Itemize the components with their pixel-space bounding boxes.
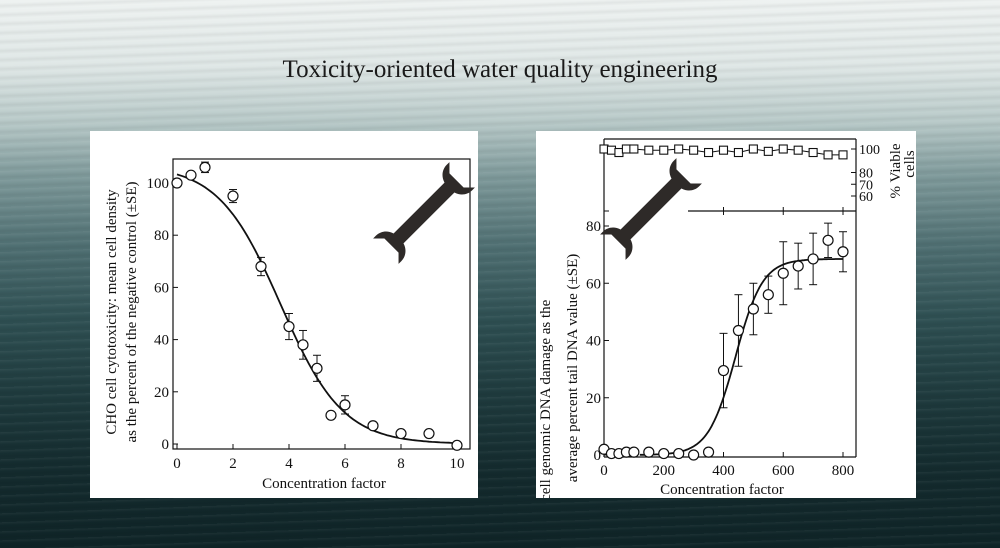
- x-tick-label: 10: [450, 456, 465, 472]
- y-tick-label: 100: [147, 176, 170, 192]
- x-tick-label: 800: [832, 463, 855, 479]
- y-tick-label: 40: [154, 333, 169, 349]
- viability-tick-label: 70: [859, 178, 873, 193]
- viability-point: [718, 145, 729, 155]
- data-point: [451, 439, 463, 451]
- y-tick-label: 80: [586, 219, 601, 235]
- viability-point: [733, 147, 743, 158]
- data-point: [628, 446, 640, 458]
- viability-point: [689, 145, 699, 155]
- viability-point: [599, 144, 609, 154]
- wrench-icon: [600, 158, 702, 260]
- dna-damage-chart-panel: 0 200 400 600 800 0 20 40 60 80 60 70 80 100 Concentr…: [536, 131, 916, 498]
- y-tick-label: 60: [154, 280, 169, 296]
- data-point: [311, 362, 323, 374]
- y-axis-label-line-2: as the percent of the negative control (…: [124, 181, 140, 442]
- data-point: [255, 260, 267, 273]
- data-point: [732, 324, 745, 337]
- y-tick-label: 80: [154, 228, 169, 244]
- viability-point: [808, 147, 818, 158]
- y-axis-label-line-2: average percent tail DNA value (±SE): [565, 254, 581, 483]
- data-point: [717, 364, 730, 377]
- data-point: [807, 253, 819, 265]
- viability-point: [621, 144, 631, 154]
- x-axis-label: Concentration factor: [262, 476, 386, 492]
- viability-tick-label: 60: [859, 190, 873, 205]
- y-tick-label: 0: [594, 448, 602, 464]
- data-point: [227, 190, 239, 202]
- data-point: [747, 303, 759, 315]
- data-point: [367, 420, 379, 432]
- data-point: [702, 446, 715, 458]
- viability-point: [614, 147, 624, 158]
- data-point: [185, 169, 197, 181]
- wrench-icon: [373, 162, 475, 264]
- data-point: [643, 446, 655, 458]
- data-point: [325, 409, 337, 421]
- viability-tick-label: 100: [859, 143, 880, 158]
- x-tick-label: 4: [285, 456, 293, 472]
- x-tick-label: 8: [397, 456, 405, 472]
- viability-point: [778, 144, 788, 154]
- viability-point: [644, 145, 654, 155]
- viability-point: [606, 145, 617, 155]
- data-point: [395, 427, 407, 440]
- x-axis-label: Concentration factor: [660, 482, 784, 498]
- y-tick-label: 20: [154, 385, 169, 401]
- data-point: [673, 447, 685, 460]
- viability-point: [823, 150, 833, 160]
- data-point: [822, 234, 834, 246]
- data-point: [777, 267, 789, 279]
- y-tick-label: 0: [162, 437, 170, 453]
- data-point: [171, 177, 183, 189]
- data-point: [762, 289, 774, 301]
- viability-axis-label-line-2: cells: [902, 150, 916, 178]
- data-point: [297, 339, 309, 351]
- viability-axis-label-line-1: % Viable: [888, 143, 904, 198]
- slide-title: Toxicity-oriented water quality engineer…: [282, 56, 718, 83]
- viability-point: [659, 145, 669, 155]
- x-tick-label: 200: [653, 463, 676, 479]
- viability-point: [748, 144, 758, 154]
- viability-point: [704, 147, 714, 158]
- viability-point: [629, 144, 639, 154]
- y-tick-label: 40: [586, 334, 601, 350]
- y-axis-label-line-1: CHO cell genomic DNA damage as the: [538, 299, 554, 498]
- x-tick-label: 600: [772, 463, 795, 479]
- y-tick-label: 20: [586, 391, 601, 407]
- data-point: [837, 246, 849, 258]
- x-tick-label: 400: [712, 463, 735, 479]
- x-tick-label: 0: [173, 456, 181, 472]
- cytotoxicity-chart-panel: 0 2 4 6 8 10 0 20 40 60 80 100 Concentration factor…: [90, 131, 478, 498]
- x-tick-label: 2: [229, 456, 237, 472]
- x-tick-label: 6: [341, 456, 349, 472]
- data-point: [283, 320, 295, 333]
- data-point: [792, 260, 804, 272]
- plot-frame: [172, 158, 471, 450]
- viability-point: [793, 145, 803, 155]
- y-tick-label: 60: [586, 276, 601, 292]
- data-point: [658, 447, 670, 460]
- data-point: [688, 449, 700, 461]
- viability-point: [763, 146, 773, 156]
- viability-tick-label: 80: [859, 167, 873, 182]
- viability-point: [674, 144, 684, 154]
- fit-curve: [639, 258, 843, 456]
- data-point: [339, 399, 351, 411]
- viability-point: [838, 150, 848, 160]
- data-point: [423, 427, 435, 440]
- y-axis-label-line-1: CHO cell cytotoxicity: mean cell density: [104, 189, 120, 435]
- data-point: [199, 161, 211, 173]
- x-tick-label: 0: [600, 463, 608, 479]
